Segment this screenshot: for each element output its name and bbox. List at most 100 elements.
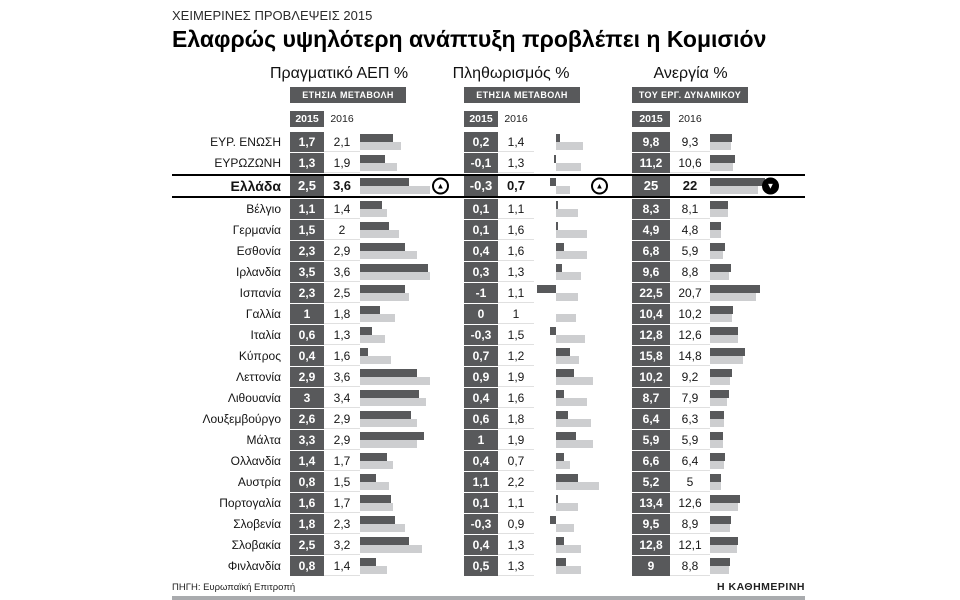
inflation-bar-2016: [556, 209, 578, 217]
unemployment-bars: [710, 220, 805, 240]
unemployment-value-2015: 9,6: [632, 262, 670, 282]
inflation-bar-2016: [556, 335, 586, 343]
unemployment-value-2015: 6,6: [632, 451, 670, 471]
unemployment-value-2015: 8,3: [632, 199, 670, 219]
column-gap: [444, 388, 464, 408]
unemployment-bar-2015: [710, 558, 730, 566]
group-title-gdp: Πραγματικό ΑΕΠ %: [269, 65, 409, 82]
inflation-bar-2016: [556, 566, 582, 574]
column-gap: [614, 430, 632, 450]
inflation-value-2016: 1,6: [498, 388, 534, 408]
column-gap: [614, 220, 632, 240]
column-gap: [614, 176, 632, 196]
gdp-bar-2016: [360, 186, 431, 194]
gdp-bar-2015: [360, 134, 394, 142]
data-table: ΕΥΡ. ΕΝΩΣΗ 1,7 2,1 0,2 1,4 9,8 9,3 ΕΥΡΩΖΩΝΗ 1,3 1…: [172, 132, 805, 576]
country-label: Εσθονία: [236, 244, 281, 258]
gdp-value-2016: 2,5: [324, 283, 360, 303]
gdp-bar-2016: [360, 566, 388, 574]
inflation-bars: [534, 493, 614, 513]
gdp-bars: ▲: [360, 176, 449, 196]
unemployment-bar-2016: [710, 314, 733, 322]
unemployment-bars: [710, 514, 805, 534]
group-subtitle-gdp: ΕΤΗΣΙΑ ΜΕΤΑΒΟΛΗ: [290, 87, 406, 103]
unemployment-bars: [710, 132, 805, 152]
trend-up-icon: ▲: [432, 177, 449, 195]
table-row: ΕΥΡΩΖΩΝΗ 1,3 1,9 -0,1 1,3 11,2 10,6: [172, 153, 805, 173]
unemployment-value-2015: 10,4: [632, 304, 670, 324]
unemployment-bar-2015: [710, 327, 739, 335]
inflation-bars: [534, 367, 614, 387]
unemployment-bar-2016: [710, 251, 723, 259]
inflation-value-2016: 1,3: [498, 262, 534, 282]
inflation-bar-2016: [556, 398, 588, 406]
unemployment-value-2016: 9,2: [670, 367, 710, 387]
gdp-bar-2015: [360, 369, 417, 377]
inflation-value-2016: 0,7: [498, 451, 534, 471]
country-label: Γαλλία: [245, 307, 281, 321]
unemployment-bar-2016: [710, 377, 731, 385]
gdp-value-2016: 1,6: [324, 346, 360, 366]
unemployment-value-2015: 13,4: [632, 493, 670, 513]
year-labels-row: 2015 2016 2015 2016 2015 2016: [172, 111, 805, 127]
inflation-bars: [534, 451, 614, 471]
unemployment-value-2015: 11,2: [632, 153, 670, 173]
inflation-value-2016: 1,1: [498, 493, 534, 513]
unemployment-value-2015: 12,8: [632, 325, 670, 345]
table-row: Ιταλία 0,6 1,3 -0,3 1,5 12,8 12,6: [172, 325, 805, 345]
column-gap: [614, 409, 632, 429]
gdp-bars: [360, 241, 444, 261]
column-gap: [614, 535, 632, 555]
gdp-bars: [360, 472, 444, 492]
inflation-bar-2015: [556, 264, 562, 272]
inflation-bar-2016: [556, 230, 588, 238]
unemployment-value-2016: 6,3: [670, 409, 710, 429]
country-label: Λιθουανία: [227, 391, 281, 405]
inflation-bar-2016: [556, 142, 584, 150]
unemployment-value-2016: 8,1: [670, 199, 710, 219]
unemployment-value-2015: 9: [632, 556, 670, 576]
gdp-value-2015: 2,3: [290, 241, 324, 261]
gdp-value-2015: 3,5: [290, 262, 324, 282]
gdp-bars: [360, 430, 444, 450]
inflation-bars: [534, 153, 614, 173]
inflation-bars: [534, 132, 614, 152]
gdp-bar-2015: [360, 306, 380, 314]
column-gap: [444, 430, 464, 450]
group-titles-row: Πραγματικό ΑΕΠ % Πληθωρισμός % Ανεργία %: [172, 65, 805, 83]
year-2016-unemployment: 2016: [678, 113, 702, 125]
gdp-value-2015: 1,4: [290, 451, 324, 471]
unemployment-value-2015: 10,2: [632, 367, 670, 387]
inflation-value-2015: 0,3: [464, 262, 498, 282]
unemployment-value-2016: 12,1: [670, 535, 710, 555]
unemployment-bar-2015: [710, 243, 725, 251]
unemployment-bar-2015: [710, 411, 725, 419]
inflation-bar-2015: [556, 134, 560, 142]
unemployment-bar-2016: [710, 419, 724, 427]
gdp-bar-2015: [360, 327, 372, 335]
year-2015-unemployment: 2015: [632, 111, 670, 127]
gdp-bar-2016: [360, 356, 392, 364]
gdp-bars: [360, 153, 444, 173]
gdp-bars: [360, 535, 444, 555]
column-gap: [614, 493, 632, 513]
inflation-bars: [534, 556, 614, 576]
gdp-value-2016: 1,8: [324, 304, 360, 324]
column-gap: [444, 220, 464, 240]
unemployment-bars: [710, 346, 805, 366]
gdp-bar-2016: [360, 230, 399, 238]
group-subtitles-row: ΕΤΗΣΙΑ ΜΕΤΑΒΟΛΗ ΕΤΗΣΙΑ ΜΕΤΑΒΟΛΗ ΤΟΥ ΕΡΓ.…: [172, 87, 805, 103]
gdp-bar-2015: [360, 411, 411, 419]
column-gap: [444, 153, 464, 173]
unemployment-value-2016: 9,3: [670, 132, 710, 152]
gdp-bar-2016: [360, 419, 417, 427]
inflation-bar-2015: [556, 243, 564, 251]
unemployment-bar-2015: [710, 432, 723, 440]
country-label: Ολλανδία: [230, 454, 281, 468]
unemployment-value-2016: 8,8: [670, 556, 710, 576]
inflation-bar-2016: [556, 293, 578, 301]
inflation-bar-2015: [556, 411, 568, 419]
country-label: Λουξεμβούργο: [202, 412, 281, 426]
column-gap: [614, 304, 632, 324]
gdp-value-2015: 1,7: [290, 132, 324, 152]
